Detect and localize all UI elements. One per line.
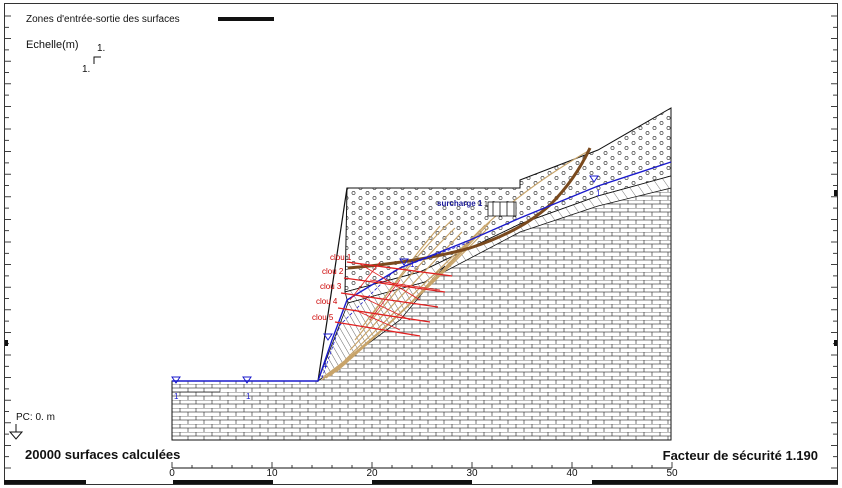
datum-icon bbox=[8, 424, 24, 440]
water-marker: 1 bbox=[589, 175, 601, 198]
water-marker: 1 bbox=[242, 376, 252, 401]
outer-frame bbox=[4, 3, 838, 485]
slope-face bbox=[317, 187, 348, 382]
x-tick-label: 0 bbox=[169, 468, 175, 479]
safety-factor: Facteur de sécurité 1.190 bbox=[663, 448, 818, 463]
legend-title: Zones d'entrée-sortie des surfaces bbox=[26, 14, 180, 25]
nail-label-3: clou 3 bbox=[320, 282, 342, 291]
nail-label-2: clou 2 bbox=[322, 267, 344, 276]
x-tick-label: 50 bbox=[666, 468, 678, 479]
svg-text:1: 1 bbox=[246, 392, 251, 401]
legend-swatch bbox=[218, 17, 274, 21]
scale-v-value: 1. bbox=[82, 64, 90, 75]
surcharge-label: surcharge 1 bbox=[437, 199, 483, 208]
nail-4 bbox=[337, 307, 431, 323]
nail-label-1: clou 1 bbox=[330, 253, 352, 262]
scale-bar-icon bbox=[93, 56, 101, 64]
pc-label: PC: 0. m bbox=[16, 412, 55, 423]
left-ruler bbox=[5, 15, 11, 469]
water-marker: 1 bbox=[171, 376, 181, 401]
right-ruler bbox=[831, 15, 837, 469]
x-axis: 0 10 20 30 40 50 bbox=[169, 462, 678, 479]
water-marker: 1 bbox=[399, 258, 415, 269]
svg-text:1: 1 bbox=[174, 392, 179, 401]
surfaces-count: 20000 surfaces calculées bbox=[25, 447, 180, 462]
svg-text:1: 1 bbox=[323, 360, 328, 369]
nail-label-5: clou 5 bbox=[312, 313, 334, 322]
water-table-secondary bbox=[321, 241, 471, 379]
x-tick-label: 30 bbox=[466, 468, 478, 479]
x-tick-label: 10 bbox=[266, 468, 278, 479]
scale-label: Echelle(m) bbox=[26, 39, 79, 51]
water-marker: 1 bbox=[323, 333, 333, 369]
nail-1 bbox=[346, 261, 453, 277]
x-tick-label: 40 bbox=[566, 468, 578, 479]
surcharge-load: surcharge 1 1 bbox=[437, 199, 517, 217]
water-table bbox=[172, 161, 672, 382]
bottom-ruler-bar bbox=[4, 480, 838, 484]
nail-5 bbox=[334, 321, 421, 337]
svg-text:1: 1 bbox=[410, 260, 415, 269]
svg-text:1: 1 bbox=[596, 189, 601, 198]
soil-nails bbox=[334, 261, 453, 337]
nail-label-4: clou 4 bbox=[316, 297, 338, 306]
nail-3 bbox=[340, 292, 439, 308]
surcharge-value: 1 bbox=[484, 201, 488, 208]
scale-h-value: 1. bbox=[97, 43, 105, 54]
x-tick-label: 20 bbox=[366, 468, 378, 479]
